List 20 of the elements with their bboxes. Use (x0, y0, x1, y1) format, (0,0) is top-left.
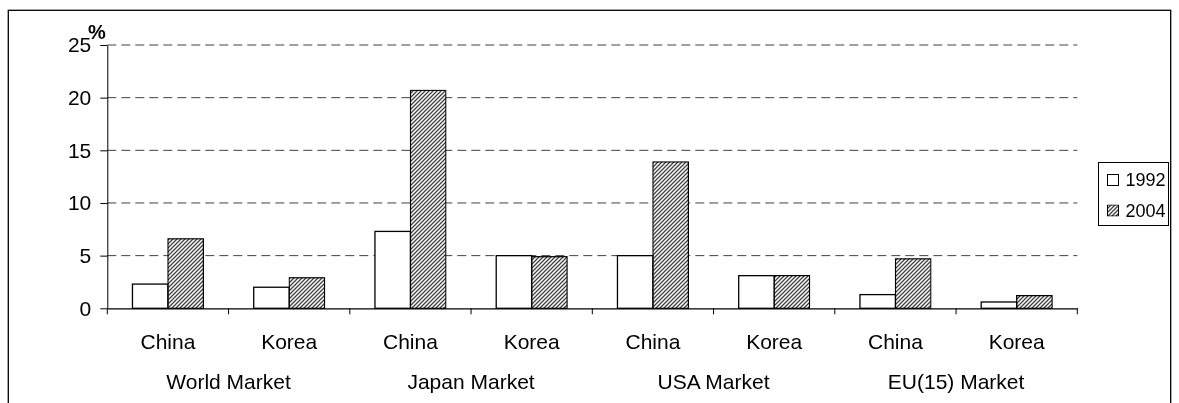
x-tick-label: China (382, 330, 439, 354)
y-tick-label: 15 (67, 138, 92, 162)
text: World Market (166, 370, 291, 393)
text: Japan Market (407, 370, 535, 393)
y-tick-label: 0 (79, 296, 92, 320)
text: EU(15) Market (887, 370, 1025, 393)
x-tick-label: Korea (261, 330, 318, 354)
x-tick-label: Korea (503, 330, 561, 354)
x-tick-label: Korea (988, 330, 1046, 354)
x-tick-label: China (625, 330, 681, 354)
y-tick-label: 5 (79, 243, 92, 267)
y-axis-title: % (88, 21, 106, 43)
legend-label: 1992 (1125, 170, 1166, 191)
y-tick-label: 20 (67, 85, 92, 109)
text: USA Market (657, 370, 770, 393)
x-tick-label: China (140, 330, 196, 354)
legend-label: 2004 (1125, 200, 1166, 221)
y-tick-label: 10 (67, 191, 92, 215)
x-tick-label: Korea (746, 330, 803, 354)
x-tick-label: China (867, 330, 924, 354)
